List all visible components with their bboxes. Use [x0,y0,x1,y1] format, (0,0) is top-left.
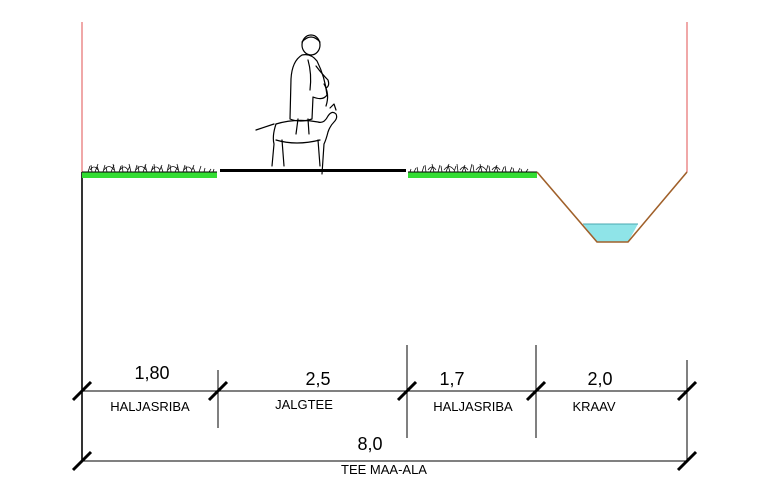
tick-mark [207,380,229,402]
total-label: TEE MAA-ALA [341,462,427,477]
tick-mark [396,380,418,402]
total-dimension-line [71,450,698,472]
tick-mark [71,450,93,472]
haljasriba-right-label: HALJASRIBA [433,399,513,414]
tick-mark [676,450,698,472]
ditch-slope [536,171,688,243]
right-grass-strip [408,163,537,178]
ditch-water [583,224,638,242]
person-walking-dog-icon [255,34,338,175]
haljasriba-right-value: 1,7 [439,369,464,389]
haljasriba-left-value: 1,80 [134,363,169,383]
tick-mark [71,380,93,402]
tick-mark [525,380,547,402]
jalgtee-value: 2,5 [305,369,330,389]
ditch [536,171,688,243]
grass-tuft-icon [87,163,215,173]
segment-dimension-line [71,345,698,438]
haljasriba-left-label: HALJASRIBA [110,399,190,414]
grass-tuft-icon [409,163,529,173]
kraav-label: KRAAV [572,399,615,414]
kraav-value: 2,0 [587,369,612,389]
jalgtee-label: JALGTEE [275,397,333,412]
left-grass-strip [82,163,217,178]
total-value: 8,0 [357,434,382,454]
tick-mark [676,380,698,402]
